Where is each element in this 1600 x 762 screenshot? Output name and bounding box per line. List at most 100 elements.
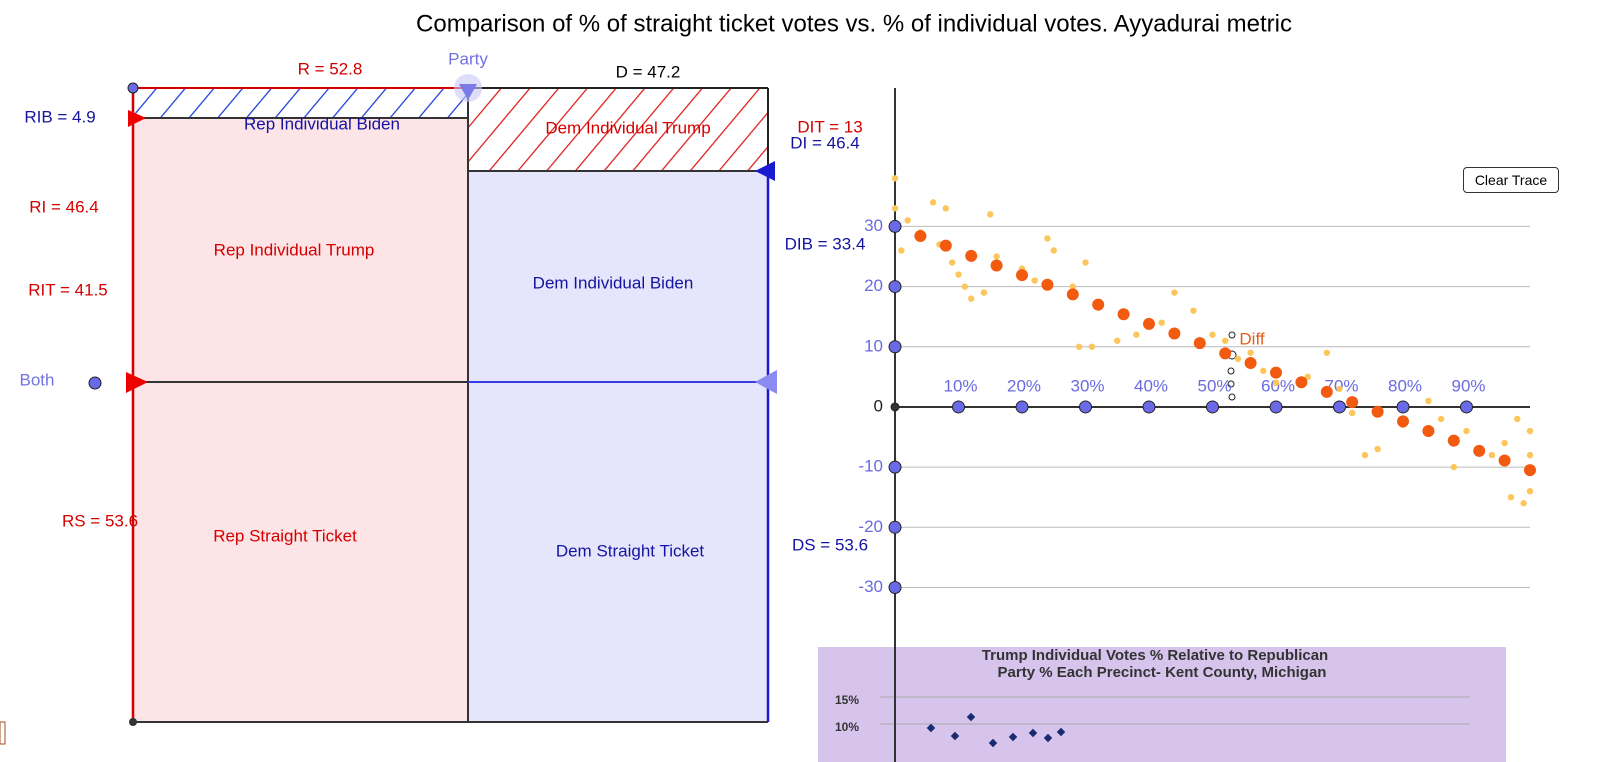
- label: Dem Straight Ticket: [556, 541, 705, 560]
- scatter-point: [1234, 355, 1242, 363]
- label: Rep Individual Trump: [214, 240, 375, 259]
- x-tick-label: 60%: [1261, 376, 1295, 395]
- tick-point: [888, 340, 902, 354]
- x-tick-label: 50%: [1197, 376, 1231, 395]
- inset-title: Party % Each Precinct- Kent County, Mich…: [998, 664, 1327, 681]
- trace-point: [1092, 298, 1105, 311]
- rep-area: [133, 118, 468, 722]
- trace-point: [1016, 269, 1028, 282]
- label: Dem Individual Trump: [545, 118, 710, 137]
- tick-point: [888, 520, 902, 534]
- tick-point: [1460, 400, 1473, 414]
- y-tick-label: 10: [864, 336, 883, 355]
- x-tick-label: 80%: [1388, 376, 1422, 395]
- scatter-point: [968, 295, 975, 302]
- label: RIB = 4.9: [24, 107, 95, 126]
- scatter-point: [1361, 451, 1369, 459]
- trace-point: [1295, 376, 1308, 389]
- scatter-point: [1526, 451, 1534, 459]
- trace-point: [1498, 454, 1511, 467]
- scatter-point: [1158, 319, 1165, 326]
- trace-point: [1193, 337, 1206, 350]
- scatter-point: [1514, 415, 1521, 423]
- scatter-point: [993, 253, 1000, 260]
- scatter-point: [1031, 277, 1038, 284]
- dit-hatch: [468, 88, 768, 171]
- scatter-point: [1260, 367, 1267, 375]
- trace-point: [1117, 308, 1130, 321]
- scatter-point: [1190, 307, 1197, 314]
- rib-arrow[interactable]: [128, 110, 146, 127]
- inset-tick: 15%: [835, 693, 859, 707]
- label: R = 52.8: [298, 59, 363, 78]
- scatter-point: [1114, 337, 1121, 344]
- label: Both: [20, 370, 55, 389]
- tick-point: [1206, 400, 1219, 414]
- tick-point: [952, 400, 965, 414]
- x-tick-label: 90%: [1451, 376, 1485, 395]
- label: Rep Straight Ticket: [213, 526, 357, 545]
- tick-point: [1015, 400, 1029, 414]
- both-point[interactable]: [88, 376, 102, 390]
- scatter-point: [1082, 259, 1089, 266]
- trace-point: [1371, 405, 1384, 418]
- scatter-point: [1425, 397, 1432, 405]
- scatter-point: [904, 217, 911, 224]
- y-tick-label: 30: [864, 216, 883, 235]
- trace-point: [914, 230, 927, 243]
- scatter-point: [948, 259, 956, 266]
- clear-trace-button[interactable]: Clear Trace: [1463, 167, 1559, 193]
- scatter-point: [1133, 331, 1140, 338]
- rib-hatch: [133, 88, 468, 118]
- y-tick-label: -10: [858, 457, 883, 476]
- trace-point: [1447, 434, 1460, 447]
- scatter-point: [942, 205, 949, 212]
- trace-point: [1168, 327, 1181, 340]
- inset-title: Trump Individual Votes % Relative to Rep…: [982, 647, 1328, 664]
- party-arrow[interactable]: [459, 84, 477, 100]
- scatter-point: [891, 175, 899, 182]
- scatter-point: [898, 247, 905, 254]
- y-tick-label: 0: [874, 396, 883, 415]
- scatter-point: [1488, 451, 1496, 459]
- scatter-point: [1323, 349, 1331, 356]
- diagram-lines: [131, 87, 770, 723]
- inset-points: [926, 712, 1066, 748]
- trace-point: [939, 239, 952, 252]
- label: DI = 46.4: [790, 133, 859, 152]
- scatter-point: [1222, 337, 1229, 344]
- inset-tick: 10%: [835, 720, 859, 734]
- dem-area: [468, 171, 768, 722]
- scatter-point: [1088, 343, 1096, 350]
- scatter-point: [891, 205, 899, 212]
- scatter-point: [1171, 289, 1178, 296]
- tick-point: [888, 580, 902, 594]
- x-tick-label: 70%: [1324, 376, 1358, 395]
- title: Comparison of % of straight ticket votes…: [416, 10, 1292, 37]
- scatter-point: [1463, 427, 1470, 435]
- tick-point: [1396, 400, 1410, 414]
- tick-point: [888, 280, 902, 294]
- tick-point: [890, 402, 900, 412]
- scatter-point: [1437, 415, 1445, 423]
- scatter-point: [1050, 247, 1057, 254]
- trace-point: [1143, 317, 1155, 330]
- x-tick-label: 40%: [1134, 376, 1168, 395]
- trace-point: [965, 249, 978, 262]
- trace-point: [1346, 396, 1359, 409]
- x-tick-label: 30%: [1070, 376, 1104, 395]
- ds-arrow[interactable]: [755, 370, 777, 394]
- y-tick-label: -30: [858, 577, 883, 596]
- tick-point: [888, 219, 902, 233]
- trace-point: [1244, 357, 1257, 370]
- trace-point: [1422, 425, 1435, 438]
- scatter-point: [987, 211, 994, 218]
- point: [129, 718, 137, 726]
- di-arrow[interactable]: [755, 161, 775, 181]
- trace-point: [1473, 444, 1486, 457]
- label: DS = 53.6: [792, 535, 868, 554]
- scatter-point: [1349, 409, 1356, 417]
- both-arrow[interactable]: [126, 372, 148, 393]
- scatter-point: [1507, 494, 1515, 501]
